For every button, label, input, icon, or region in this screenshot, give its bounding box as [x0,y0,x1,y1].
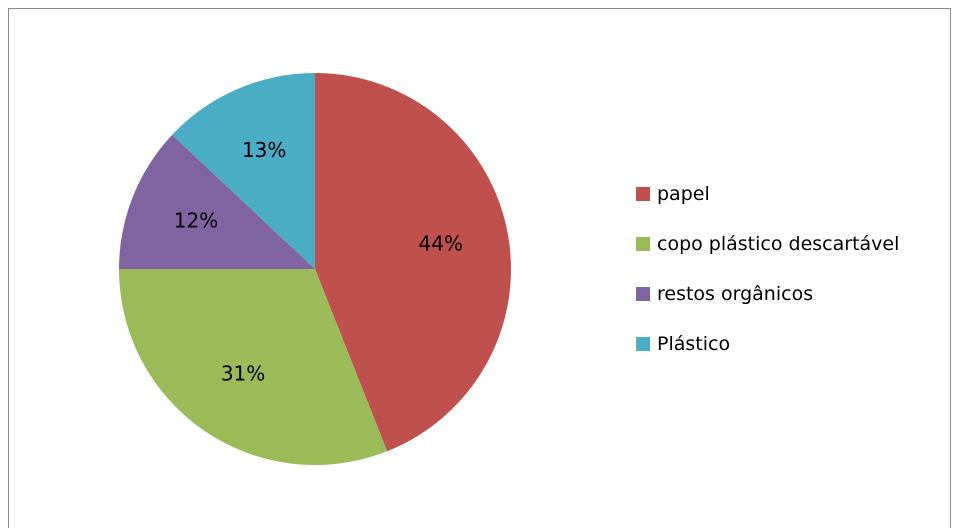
slice-label-copo-plastico: 31% [221,361,265,385]
legend-item-restos-organicos: restos orgânicos [636,282,899,306]
legend-label-papel: papel [657,183,710,205]
legend-swatch-plastico [636,337,650,351]
legend-swatch-restos-organicos [636,287,650,301]
legend: papel copo plástico descartável restos o… [636,182,899,382]
legend-swatch-copo-plastico [636,237,650,251]
legend-label-copo-plastico: copo plástico descartável [657,233,900,255]
legend-swatch-papel [636,187,650,201]
pie-slice-copo-plastico [119,269,388,466]
legend-label-restos-organicos: restos orgânicos [657,283,814,305]
legend-label-plastico: Plástico [657,333,731,355]
pie-slice-restos-organicos [119,134,315,269]
pie-slice-labels: 44% 31% 12% 13% [174,138,463,385]
slice-label-plastico: 13% [242,138,286,162]
legend-item-copo-plastico: copo plástico descartável [636,232,899,256]
legend-item-plastico: Plástico [636,332,899,356]
pie-slice-plastico [172,73,315,269]
slice-label-papel: 44% [419,232,463,256]
slice-label-restos-organicos: 12% [174,208,218,232]
legend-item-papel: papel [636,182,899,206]
pie-slice-papel [315,73,512,452]
pie-slices [119,73,512,466]
